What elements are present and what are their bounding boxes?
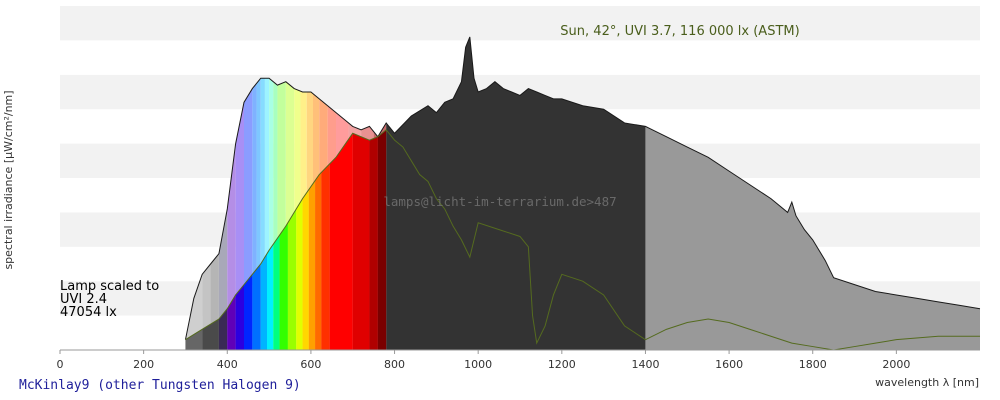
x-tick-label: 2000 [882, 358, 910, 371]
lamp-color-band [315, 172, 322, 350]
lamp-color-band [287, 208, 297, 350]
lamp-color-band [279, 222, 288, 350]
x-tick-label: 600 [300, 358, 321, 371]
x-tick-label: 400 [217, 358, 238, 371]
lamp-curve [185, 129, 980, 351]
y-axis-label: spectral irradiance [µW/cm²/nm] [2, 90, 15, 269]
x-tick-label: 1000 [464, 358, 492, 371]
sun-outline [184, 36, 981, 340]
sun-swir-area [645, 126, 980, 351]
x-axis-label: wavelength λ [nm] [875, 376, 979, 389]
lamp-color-band [185, 329, 203, 350]
x-tick-label: 1200 [548, 358, 576, 371]
lamp-color-band [267, 244, 274, 350]
sun-color-band [185, 274, 203, 350]
footer-lamp-name: McKinlay9 (other Tungsten Halogen 9) [19, 378, 301, 393]
lamp-color-band [352, 133, 370, 350]
lamp-color-band [218, 308, 228, 350]
lamp-color-band [369, 136, 378, 350]
lamp-note-line-2: UVI 2.4 [60, 292, 107, 307]
lamp-color-band [252, 264, 261, 350]
lamp-color-band [296, 198, 303, 350]
lamp-color-band [329, 133, 353, 350]
grid-band [60, 6, 980, 41]
lamp-color-band [260, 253, 267, 350]
lamp-color-band [377, 129, 387, 350]
x-tick-label: 1600 [715, 358, 743, 371]
grid-band [60, 40, 980, 75]
lamp-color-band [227, 294, 236, 350]
lamp-layer [185, 129, 980, 351]
lamp-color-band [308, 180, 316, 350]
lamp-color-band [273, 235, 280, 350]
lamp-color-band [321, 163, 330, 350]
chart-title: Sun, 42°, UVI 3.7, 116 000 lx (ASTM) [560, 24, 799, 39]
x-tick-label: 800 [384, 358, 405, 371]
lamp-note-line-3: 47054 lx [60, 305, 117, 320]
lamp-color-band [302, 189, 309, 350]
lamp-color-band [244, 274, 253, 350]
x-tick-label: 0 [57, 358, 64, 371]
watermark: lamps@licht-im-terrarium.de>487 [383, 194, 616, 209]
x-axis-ticks: 0 200 400 600 800 1000 1200 1400 1600 1800 2000 [57, 350, 910, 371]
lamp-color-band [235, 284, 244, 350]
lamp-note-line-1: Lamp scaled to [60, 279, 159, 294]
x-tick-label: 200 [133, 358, 154, 371]
x-tick-label: 1400 [631, 358, 659, 371]
sun-nir-area [386, 36, 646, 351]
x-tick-label: 1800 [799, 358, 827, 371]
